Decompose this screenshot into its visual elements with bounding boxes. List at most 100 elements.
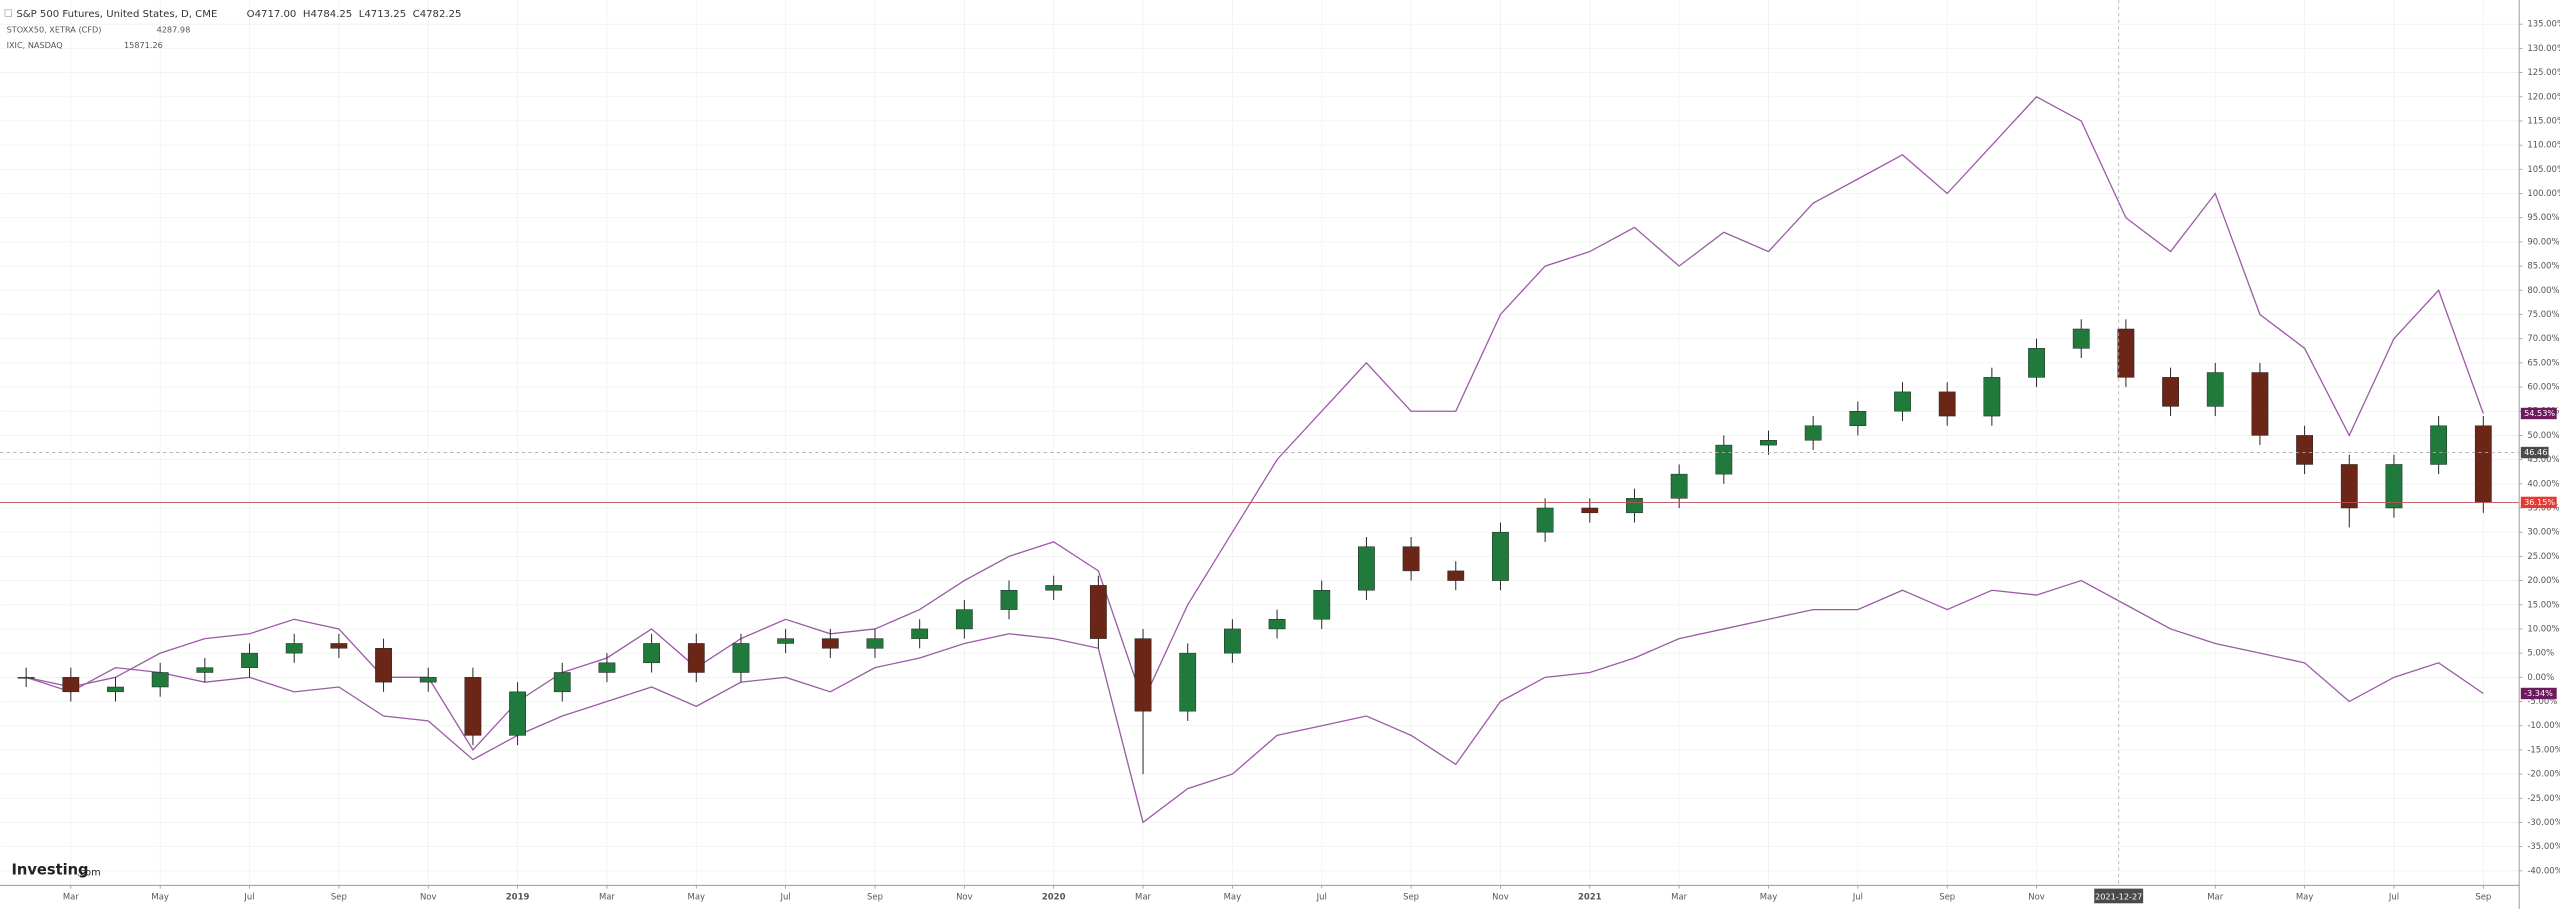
candle-body <box>2430 425 2448 465</box>
quote-open: O4717.00 <box>247 9 297 20</box>
candle-body <box>777 638 795 644</box>
y-tick-label: 85.00% <box>2527 261 2559 271</box>
y-tick-label: 120.00% <box>2527 91 2560 101</box>
y-tick-label: -15.00% <box>2527 744 2560 754</box>
candle-body <box>1670 473 1688 499</box>
x-tick-label: Mar <box>63 891 79 901</box>
logo-text: Investing <box>11 862 88 879</box>
y-tick-label: 50.00% <box>2527 430 2559 440</box>
y-tick-label: -30.00% <box>2527 817 2560 827</box>
legend-price: 4287.98 <box>157 25 191 35</box>
y-tick-label: -40.00% <box>2527 865 2560 875</box>
y-tick-label: 5.00% <box>2527 648 2554 658</box>
candle-body <box>1089 585 1107 639</box>
candle-body <box>2385 464 2403 509</box>
candle-body <box>1894 391 1911 412</box>
y-tick-label: 65.00% <box>2527 357 2559 367</box>
x-tick-label: Nov <box>956 891 973 901</box>
candle-body <box>1045 585 1063 591</box>
candle-body <box>1536 507 1554 533</box>
header: S&P 500 Futures, United States, D, CME O… <box>4 9 461 50</box>
candle-body <box>1134 638 1152 712</box>
y-tick-label: 40.00% <box>2527 478 2559 488</box>
x-tick-label: May <box>2296 891 2314 901</box>
candle-body <box>1715 444 1733 475</box>
collapse-icon[interactable] <box>4 9 12 17</box>
candle-body <box>1358 546 1375 591</box>
candle-body <box>1938 391 1956 417</box>
y-tick-label: -10.00% <box>2527 720 2560 730</box>
candle-body <box>241 652 258 668</box>
y-tick-label: -35.00% <box>2527 841 2560 851</box>
y-tick-label: 110.00% <box>2527 140 2560 150</box>
candle-body <box>1626 498 1643 514</box>
candle-body <box>1447 570 1465 581</box>
x-tick-label: 2020 <box>1042 891 1066 901</box>
candle-body <box>2072 328 2090 349</box>
candle-body <box>687 643 705 673</box>
axes: -40.00% -35.00% -30.00% -25.00% -20.00% -15.0… <box>63 19 2560 904</box>
candle-body <box>1000 589 1018 610</box>
crosshair-x-label: 2021-12-27 <box>2095 891 2142 901</box>
x-tick-label: May <box>1760 891 1778 901</box>
price-tag <box>2520 496 2557 509</box>
candle-body <box>1849 410 1867 426</box>
x-tick-label: Jul <box>1316 891 1327 901</box>
y-tick-label: -5.00% <box>2527 696 2557 706</box>
y-tick-label: 125.00% <box>2527 67 2560 77</box>
candle-body <box>911 628 929 639</box>
candle-body <box>2474 425 2492 503</box>
logo: Investing .com <box>11 862 100 879</box>
x-tick-label: Mar <box>1671 891 1687 901</box>
candle-body <box>1179 652 1197 712</box>
logo-suffix: .com <box>77 867 101 878</box>
candle-body <box>1804 425 1822 441</box>
candle-body <box>1402 546 1420 572</box>
x-tick-label: Sep <box>1939 891 1955 901</box>
x-tick-label: May <box>151 891 169 901</box>
y-tick-label: 90.00% <box>2527 236 2559 246</box>
candle-body <box>553 672 571 693</box>
price-tag-label: -3.34% <box>2524 688 2553 698</box>
candle-body <box>151 672 169 688</box>
legend-entry[interactable]: STOXX50, XETRA (CFD) <box>7 25 102 35</box>
candle-body <box>2296 435 2313 465</box>
candle-body <box>17 677 35 679</box>
candle-body <box>464 677 482 736</box>
x-tick-label: Mar <box>1135 891 1151 901</box>
candle-body <box>1313 589 1331 620</box>
candle-body <box>2340 464 2358 509</box>
y-tick-label: 0.00% <box>2527 672 2554 682</box>
x-tick-label: Sep <box>1403 891 1419 901</box>
candle-body <box>1268 619 1286 630</box>
candle-body <box>1223 628 1241 654</box>
y-tick-label: 115.00% <box>2527 115 2560 125</box>
y-tick-label: 60.00% <box>2527 382 2559 392</box>
y-tick-label: 20.00% <box>2527 575 2559 585</box>
x-tick-label: Nov <box>1492 891 1509 901</box>
x-tick-label: Nov <box>420 891 437 901</box>
x-tick-label: 2019 <box>506 891 530 901</box>
candle-body <box>419 677 437 683</box>
x-tick-label: Sep <box>331 891 347 901</box>
candle-body <box>643 643 661 664</box>
x-tick-label: Mar <box>2207 891 2223 901</box>
x-tick-label: Jul <box>2388 891 2399 901</box>
main-symbol[interactable]: S&P 500 Futures, United States, D, CME <box>16 9 217 20</box>
candle-body <box>2251 372 2269 436</box>
y-tick-label: 100.00% <box>2527 188 2560 198</box>
crosshair-y-tag <box>2520 446 2549 459</box>
y-tick-label: 15.00% <box>2527 599 2559 609</box>
legend-price: 15871.26 <box>124 40 163 50</box>
series-line <box>26 95 2484 751</box>
y-tick-label: -20.00% <box>2527 769 2560 779</box>
crosshair-y-label: 46.46 <box>2524 447 2547 457</box>
candle-body <box>107 686 124 693</box>
x-tick-label: May <box>688 891 706 901</box>
y-tick-label: 10.00% <box>2527 623 2559 633</box>
y-tick-label: 80.00% <box>2527 285 2559 295</box>
x-tick-label: Jul <box>1852 891 1863 901</box>
candle-body <box>196 667 214 673</box>
legend-entry[interactable]: IXIC, NASDAQ <box>7 40 63 50</box>
price-tag-label: 54.53% <box>2524 408 2555 418</box>
